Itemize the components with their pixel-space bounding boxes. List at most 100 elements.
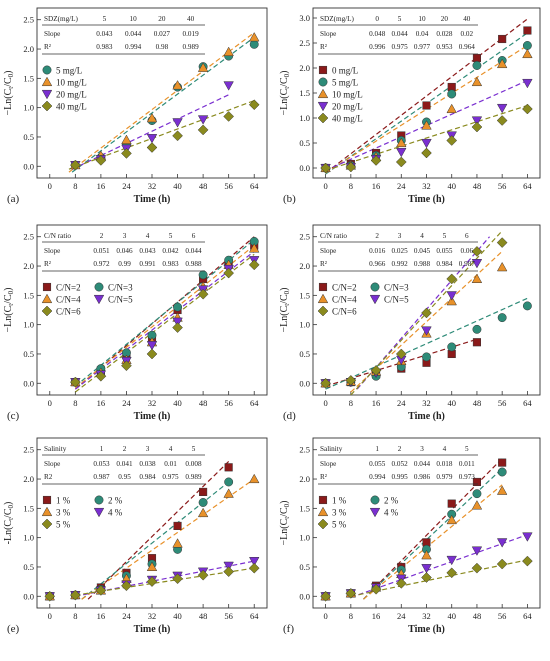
- table-cell: 0.983: [96, 43, 113, 51]
- panel-label: (e): [7, 623, 20, 635]
- x-tick-label: 48: [199, 611, 208, 621]
- y-axis-label-subscript: 0: [283, 290, 291, 294]
- x-tick-label: 56: [498, 398, 507, 408]
- table-header-cell: 1: [100, 445, 104, 453]
- table-cell: 0.051: [93, 247, 110, 255]
- table-cell: 0.988: [414, 260, 431, 268]
- x-tick-label: 8: [73, 398, 77, 408]
- data-point: [198, 270, 208, 280]
- data-point: [370, 365, 382, 376]
- legend-label: C/N=3: [384, 283, 409, 293]
- data-point: [395, 578, 407, 589]
- legend-marker: [369, 294, 381, 305]
- table-header-cell: 5: [169, 232, 173, 240]
- table-cell: 0.038: [139, 460, 156, 468]
- table-cell: 0.966: [369, 260, 386, 268]
- table-header-cell: 20: [158, 15, 166, 23]
- legend-marker: [317, 293, 329, 304]
- table-cell: 0.055: [436, 247, 453, 255]
- y-axis-label-part: /C: [3, 508, 14, 518]
- data-point: [197, 124, 209, 136]
- data-point: [498, 458, 507, 467]
- table-cell: 0.044: [414, 460, 431, 468]
- legend-label: 1 %: [332, 496, 347, 506]
- fit-line-0mg/L: [325, 18, 528, 174]
- y-axis-label-part: /C: [3, 77, 14, 87]
- fit-line-C/N=2: [74, 236, 255, 390]
- data-point: [320, 590, 331, 602]
- fit-line-C/N=3: [74, 239, 255, 387]
- data-point: [121, 134, 132, 144]
- legend-label: C/N=5: [384, 295, 409, 305]
- data-point: [471, 259, 483, 269]
- data-point: [95, 585, 107, 596]
- data-point: [146, 341, 158, 351]
- fit-line-C/N=4: [74, 245, 255, 389]
- x-tick-label: 48: [199, 181, 208, 191]
- x-tick-label: 48: [473, 398, 482, 408]
- table-cell: R²: [44, 260, 51, 268]
- legend-marker: [42, 65, 52, 75]
- data-point: [447, 499, 456, 508]
- table-cell: 0.979: [436, 473, 453, 481]
- legend-marker: [41, 305, 53, 317]
- data-point: [198, 498, 208, 507]
- x-tick-label: 64: [523, 611, 532, 621]
- table-header-cell: 4: [169, 445, 173, 453]
- legend-marker: [317, 112, 329, 124]
- x-tick-label: 0: [48, 181, 52, 191]
- data-point: [472, 489, 482, 499]
- legend: 0 mg/L 5 mg/L 10 mg/L 20 mg/L 40 mg/L: [317, 66, 363, 124]
- legend-label: 10 mg/L: [332, 90, 363, 100]
- x-tick-label: 40: [173, 611, 182, 621]
- y-axis-label-subscript: t: [283, 517, 291, 519]
- y-axis-label-part: −Ln(C: [279, 518, 290, 545]
- x-axis-label: Time (h): [408, 411, 445, 422]
- fit-line-5%: [75, 567, 255, 596]
- x-tick-label: 64: [250, 611, 259, 621]
- table-header-cell: 5: [103, 15, 107, 23]
- table-header-cell: 2: [100, 232, 104, 240]
- data-point: [522, 301, 532, 311]
- table-cell: 0.992: [392, 260, 409, 268]
- stats-table: Salinity 1 2 3 4 5 Slope 0.053 0.041 0.038 0.01 0.0…: [42, 445, 205, 485]
- data-point: [421, 307, 432, 319]
- data-point: [472, 324, 482, 334]
- y-axis-label-part: −Ln(C: [3, 88, 14, 115]
- table-header-cell: 10: [130, 15, 138, 23]
- table-header-cell: 5: [398, 15, 402, 23]
- table-header-cell: C/N ratio: [44, 232, 71, 240]
- data-point: [471, 562, 483, 574]
- data-point: [345, 587, 357, 599]
- data-point: [446, 567, 458, 579]
- table-header-cell: 20: [441, 15, 449, 23]
- y-axis-label-part: /C: [279, 507, 290, 517]
- legend: C/N=2 C/N=3 C/N=4 C/N=5 C/N=6: [317, 283, 409, 317]
- legend-label: 40 mg/L: [332, 114, 363, 124]
- y-axis-label-subscript: 0: [7, 73, 15, 77]
- table-cell: 0.95: [118, 473, 131, 481]
- legend-label: 1 %: [56, 496, 71, 506]
- data-point: [447, 342, 457, 352]
- legend-label: C/N=3: [108, 283, 133, 293]
- data-point: [224, 463, 233, 472]
- table-header-cell: 3: [420, 445, 424, 453]
- table-cell: Slope: [44, 247, 60, 255]
- table-cell: 0.04: [416, 30, 429, 38]
- y-tick-label: 1.0: [299, 533, 310, 543]
- stats-table: Salinity 1 2 3 4 5 Slope 0.055 0.052 0.044 0.018 0.…: [318, 445, 478, 485]
- y-axis-label-part: −Ln(C: [279, 305, 290, 332]
- table-header-cell: 3: [123, 232, 127, 240]
- table-cell: 0.975: [162, 473, 179, 481]
- y-tick-label: 0.0: [299, 591, 310, 601]
- legend-label: C/N=2: [332, 283, 357, 293]
- table-cell: 0.011: [459, 460, 475, 468]
- stats-table: C/N ratio 2 3 4 5 6 Slope 0.016 0.025 0.045 0.055 0…: [318, 232, 478, 272]
- table-cell: 0.989: [185, 473, 202, 481]
- data-point: [223, 267, 235, 279]
- x-tick-label: 56: [224, 181, 233, 191]
- legend-label: 4 %: [108, 508, 123, 518]
- table-cell: 0.995: [392, 473, 409, 481]
- data-point: [498, 34, 507, 44]
